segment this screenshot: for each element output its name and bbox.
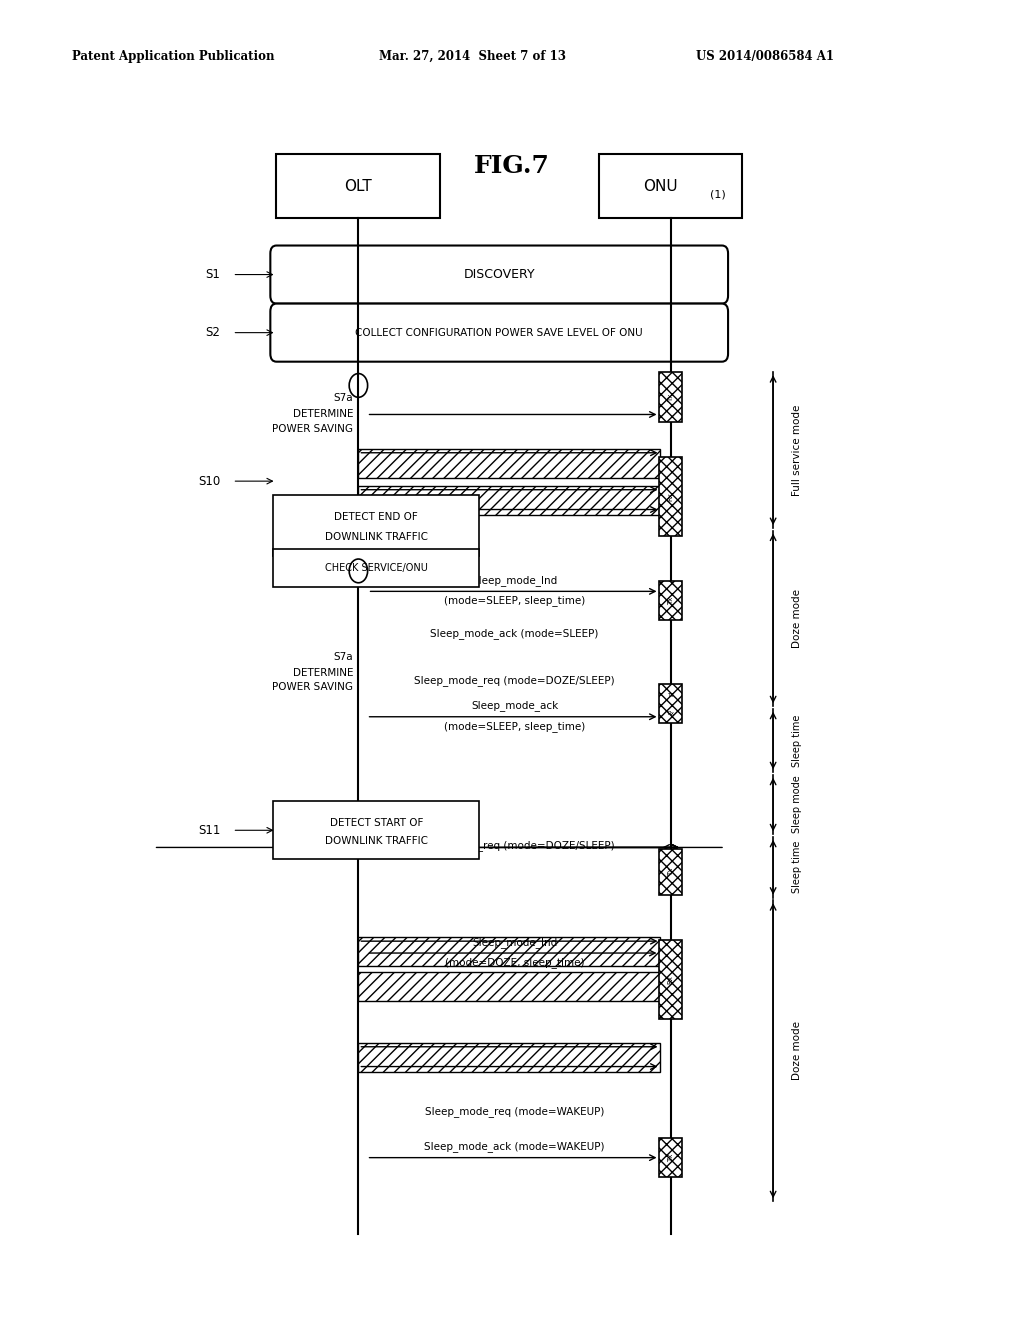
Text: FIG.7: FIG.7 [474, 154, 550, 178]
Bar [659, 1138, 682, 1177]
Bar [659, 372, 682, 422]
Text: OLT: OLT [344, 178, 373, 194]
Text: Doze mode: Doze mode [792, 589, 802, 648]
Bar [358, 486, 660, 515]
Text: Sleep_mode_Ind: Sleep_mode_Ind [472, 937, 557, 948]
Bar [659, 457, 682, 536]
Text: (mode=DOZE, sleep_time): (mode=DOZE, sleep_time) [444, 957, 585, 968]
Text: Doze mode: Doze mode [792, 1022, 802, 1080]
Text: DISCOVERY: DISCOVERY [464, 268, 535, 281]
Text: Sleep time: Sleep time [792, 714, 802, 767]
Text: Sleep_mode_req (mode=WAKEUP): Sleep_mode_req (mode=WAKEUP) [425, 1106, 604, 1117]
Bar [659, 849, 682, 895]
FancyBboxPatch shape [273, 801, 479, 859]
Bar [358, 972, 660, 1001]
Text: Sleep_mode_Ind: Sleep_mode_Ind [472, 576, 557, 586]
Text: Sleep_mode_req (mode=DOZE/SLEEP): Sleep_mode_req (mode=DOZE/SLEEP) [415, 676, 614, 686]
Text: Mar. 27, 2014  Sheet 7 of 13: Mar. 27, 2014 Sheet 7 of 13 [379, 50, 566, 63]
Text: S7a: S7a [334, 652, 353, 663]
Text: (1): (1) [710, 189, 725, 199]
Text: S7a: S7a [334, 393, 353, 404]
Text: Tx: Tx [668, 693, 674, 698]
Text: Tx: Tx [668, 867, 674, 876]
Text: S11: S11 [198, 824, 220, 837]
Text: Sleep_mode_req (mode=DOZE/SLEEP): Sleep_mode_req (mode=DOZE/SLEEP) [415, 841, 614, 851]
Bar [358, 449, 660, 478]
Text: POWER SAVING: POWER SAVING [272, 424, 353, 434]
FancyBboxPatch shape [599, 154, 742, 218]
Text: Rx: Rx [668, 492, 674, 500]
Bar [659, 684, 682, 723]
Text: S1: S1 [205, 268, 220, 281]
Text: Tx: Tx [668, 597, 674, 605]
Text: Tx: Tx [668, 393, 674, 401]
Text: Rx: Rx [668, 711, 674, 715]
Text: Full service mode: Full service mode [792, 404, 802, 496]
Text: S10: S10 [198, 475, 220, 487]
Bar [358, 937, 660, 966]
Text: DETECT END OF: DETECT END OF [335, 512, 418, 523]
Text: Sleep_mode_ack (mode=WAKEUP): Sleep_mode_ack (mode=WAKEUP) [424, 1142, 605, 1152]
Text: Sleep mode: Sleep mode [792, 776, 802, 833]
Text: Rx: Rx [668, 975, 674, 983]
Text: CHECK SERVICE/ONU: CHECK SERVICE/ONU [325, 564, 428, 573]
Text: (mode=SLEEP, sleep_time): (mode=SLEEP, sleep_time) [444, 595, 585, 606]
Text: DOWNLINK TRAFFIC: DOWNLINK TRAFFIC [325, 532, 428, 543]
Text: US 2014/0086584 A1: US 2014/0086584 A1 [696, 50, 835, 63]
Bar [659, 940, 682, 1019]
Text: Sleep time: Sleep time [792, 841, 802, 894]
Text: Sleep_mode_ack: Sleep_mode_ack [471, 701, 558, 711]
FancyBboxPatch shape [276, 154, 440, 218]
Text: (mode=SLEEP, sleep_time): (mode=SLEEP, sleep_time) [444, 721, 585, 731]
Text: COLLECT CONFIGURATION POWER SAVE LEVEL OF ONU: COLLECT CONFIGURATION POWER SAVE LEVEL O… [355, 327, 643, 338]
Text: Tx: Tx [668, 1154, 674, 1162]
Text: DETERMINE: DETERMINE [293, 409, 353, 420]
FancyBboxPatch shape [270, 304, 728, 362]
Text: DETERMINE: DETERMINE [293, 668, 353, 678]
Text: S2: S2 [205, 326, 220, 339]
Text: POWER SAVING: POWER SAVING [272, 682, 353, 693]
Text: DETECT START OF: DETECT START OF [330, 818, 423, 828]
FancyBboxPatch shape [273, 495, 479, 556]
FancyBboxPatch shape [273, 549, 479, 587]
FancyBboxPatch shape [270, 246, 728, 304]
Bar [358, 1043, 660, 1072]
Text: DOWNLINK TRAFFIC: DOWNLINK TRAFFIC [325, 837, 428, 846]
Text: Sleep_mode_ack (mode=SLEEP): Sleep_mode_ack (mode=SLEEP) [430, 628, 599, 639]
Text: ONU: ONU [643, 178, 678, 194]
Text: Patent Application Publication: Patent Application Publication [72, 50, 274, 63]
Bar [659, 581, 682, 620]
